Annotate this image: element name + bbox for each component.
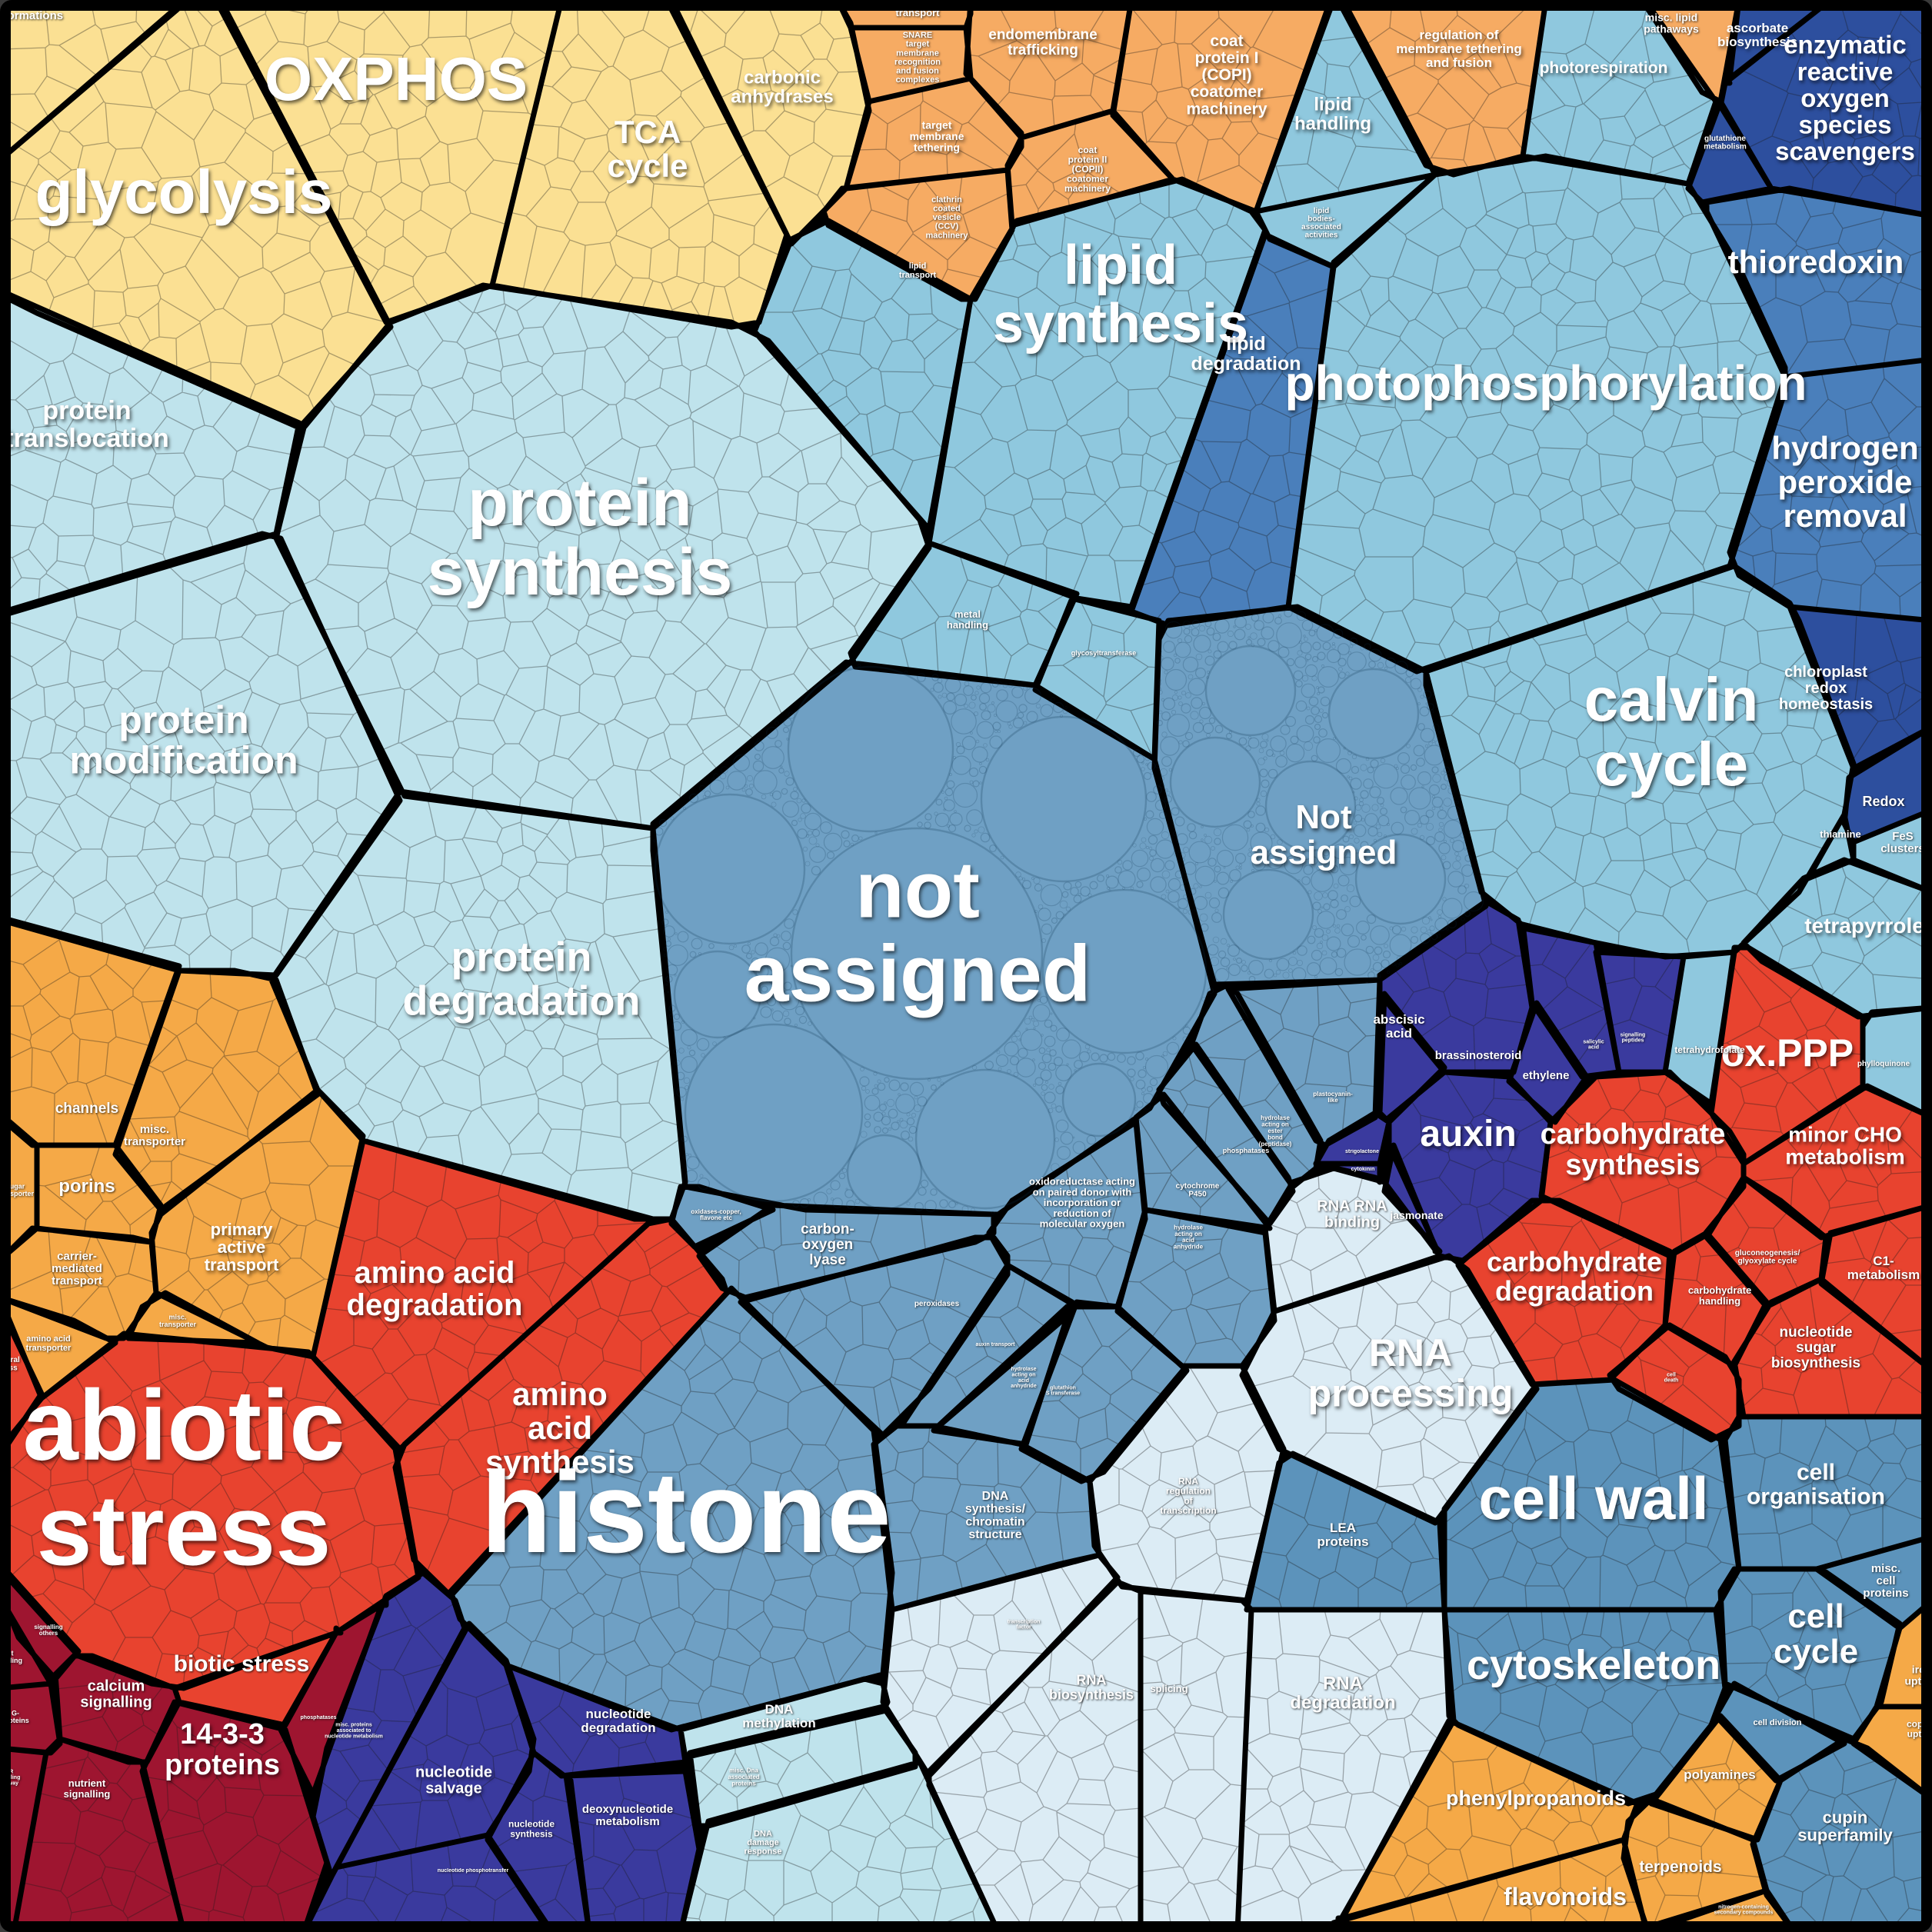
svg-text:nucleotidedegradation: nucleotide degradation — [581, 1707, 655, 1735]
svg-text:auxin transport: auxin transport — [976, 1342, 1016, 1347]
svg-text:nucleotidesynthesis: nucleotide synthesis — [508, 1819, 555, 1840]
svg-text:Redox: Redox — [1862, 794, 1904, 809]
svg-text:jasmonate: jasmonate — [1389, 1209, 1443, 1221]
svg-text:tetrapyrrole: tetrapyrrole — [1804, 914, 1924, 938]
svg-text:cytokinin: cytokinin — [1351, 1167, 1375, 1172]
svg-text:polyamines: polyamines — [1684, 1767, 1756, 1782]
svg-text:channels: channels — [55, 1101, 118, 1117]
svg-text:biotic stress: biotic stress — [174, 1651, 310, 1677]
svg-text:phenylpropanoids: phenylpropanoids — [1446, 1787, 1626, 1810]
svg-text:calciumsignalling: calcium signalling — [80, 1678, 152, 1711]
svg-text:photophosphorylation: photophosphorylation — [1285, 355, 1807, 411]
svg-text:splicing: splicing — [1150, 1683, 1188, 1694]
svg-text:cell division: cell division — [1754, 1718, 1802, 1727]
svg-text:photorespiration: photorespiration — [1540, 59, 1668, 77]
svg-text:gluconeogenesis/glyoxylate cyc: gluconeogenesis/glyoxylate cycle — [1735, 1249, 1800, 1266]
svg-text:strigolactone: strigolactone — [1345, 1149, 1379, 1154]
svg-text:porins: porins — [58, 1176, 115, 1197]
svg-text:OXPHOS: OXPHOS — [265, 45, 528, 113]
svg-text:cytoskeleton: cytoskeleton — [1467, 1642, 1720, 1688]
svg-text:terpenoids: terpenoids — [1639, 1858, 1721, 1876]
svg-text:thiamine: thiamine — [1820, 828, 1860, 840]
svg-text:flavonoids: flavonoids — [1504, 1883, 1627, 1910]
svg-text:tetrahydrofolate: tetrahydrofolate — [1674, 1044, 1745, 1055]
svg-text:auxin: auxin — [1420, 1114, 1516, 1154]
svg-text:histone: histone — [481, 1447, 891, 1577]
svg-text:cell wall: cell wall — [1478, 1464, 1708, 1532]
svg-text:nucleotide phosphotransfer: nucleotide phosphotransfer — [438, 1868, 509, 1874]
svg-text:glycolysis: glycolysis — [35, 158, 333, 226]
svg-text:phosphatases: phosphatases — [300, 1715, 336, 1720]
svg-text:peroxidases: peroxidases — [914, 1300, 960, 1308]
svg-text:glycosyltransferase: glycosyltransferase — [1071, 649, 1137, 657]
svg-text:ethylene: ethylene — [1523, 1069, 1570, 1082]
svg-text:misc. Dnaassociatedproteins: misc. Dna associated proteins — [728, 1767, 759, 1787]
svg-text:thioredoxin: thioredoxin — [1728, 244, 1904, 280]
svg-text:brassinosteroid: brassinosteroid — [1435, 1049, 1522, 1062]
svg-text:hydrolaseacting onacidanhydrid: hydrolase acting on acid anhydride — [1174, 1224, 1204, 1250]
svg-text:phosphatases: phosphatases — [1223, 1147, 1270, 1154]
svg-text:phylloquinone: phylloquinone — [1857, 1060, 1910, 1068]
